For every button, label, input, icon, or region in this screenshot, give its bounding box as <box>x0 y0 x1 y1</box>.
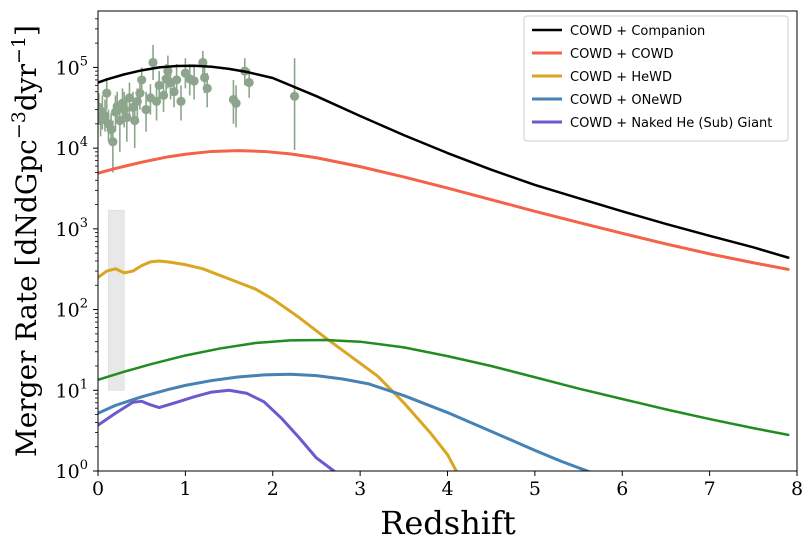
legend-box <box>523 15 789 142</box>
observation-point-36 <box>199 72 210 83</box>
x-tick-label-7: 7 <box>704 478 716 500</box>
y-axis-title-end: ] <box>10 25 43 36</box>
y-axis-title: Merger Rate [dNdGpc−3dyr−1] <box>8 25 43 457</box>
observation-point-20 <box>141 105 151 115</box>
observation-point-13 <box>122 112 132 123</box>
observation-point-30 <box>172 75 182 85</box>
observation-point-39 <box>231 98 241 108</box>
series-line-0 <box>98 64 790 259</box>
observation-point-14 <box>124 93 135 103</box>
axes: 0 1 2 3 4 5 6 7 8 100 101 102 103 104 105 <box>56 10 803 500</box>
x-tick-label-5: 5 <box>529 478 541 500</box>
observation-point-7 <box>108 137 118 147</box>
observation-point-4 <box>102 88 112 98</box>
x-tick-label-6: 6 <box>616 478 628 500</box>
legend-label-1: COWD + COWD <box>570 47 674 62</box>
legend-label-0: COWD + Companion <box>570 24 705 39</box>
observation-point-6 <box>106 124 116 135</box>
observation-point-16 <box>130 115 140 126</box>
shaded-band <box>108 209 125 391</box>
legend-label-3: COWD + ONeWD <box>570 93 682 108</box>
y-tick-label-2: 102 <box>56 297 88 322</box>
y-axis-title-mid: dyr <box>10 63 43 111</box>
observation-point-29 <box>169 87 179 97</box>
observation-point-42 <box>289 91 300 101</box>
y-axis-title-sup1: −3 <box>8 111 30 139</box>
y-tick-label-5: 105 <box>56 54 88 79</box>
observation-point-19 <box>137 75 147 85</box>
y-axis-title-sup2: −1 <box>8 36 30 64</box>
x-tick-label-2: 2 <box>267 478 279 500</box>
observation-point-17 <box>132 96 142 106</box>
observation-point-12 <box>119 105 129 115</box>
observation-point-41 <box>244 77 254 88</box>
series-line-4 <box>98 372 591 471</box>
observation-point-35 <box>198 57 208 68</box>
y-tick-label-4: 104 <box>56 135 88 160</box>
observation-point-25 <box>158 90 169 101</box>
legend: COWD + Companion COWD + COWD COWD + HeWD CO… <box>523 15 789 142</box>
series-line-5 <box>98 388 336 471</box>
x-axis-title: Redshift <box>380 504 516 542</box>
series-line-2 <box>98 259 458 471</box>
x-tick-label-1: 1 <box>179 478 191 500</box>
y-axis-title-main: Merger Rate [dNdGpc <box>10 139 43 457</box>
observation-point-3 <box>100 111 110 121</box>
x-tick-label-4: 4 <box>441 478 453 500</box>
observation-point-34 <box>189 76 199 86</box>
y-tick-label-3: 103 <box>56 216 88 241</box>
plot-area <box>98 44 790 471</box>
observation-point-10 <box>115 115 125 126</box>
observation-point-22 <box>148 57 158 68</box>
observation-point-27 <box>163 66 173 76</box>
observation-point-18 <box>135 88 145 98</box>
x-tick-label-3: 3 <box>354 478 366 500</box>
observation-point-31 <box>176 96 186 106</box>
legend-label-4: COWD + Naked He (Sub) Giant <box>570 116 772 131</box>
observation-point-37 <box>202 83 212 93</box>
y-tick-label-0: 100 <box>56 458 88 483</box>
plot-clip-group <box>98 44 790 471</box>
x-tick-label-8: 8 <box>791 478 803 500</box>
y-tick-label-1: 101 <box>56 377 88 402</box>
series-line-1 <box>98 149 790 271</box>
series-line-3 <box>98 338 790 437</box>
legend-label-2: COWD + HeWD <box>570 70 672 85</box>
x-tick-label-0: 0 <box>92 478 104 500</box>
observation-point-23 <box>151 96 162 106</box>
observation-point-24 <box>154 80 164 90</box>
